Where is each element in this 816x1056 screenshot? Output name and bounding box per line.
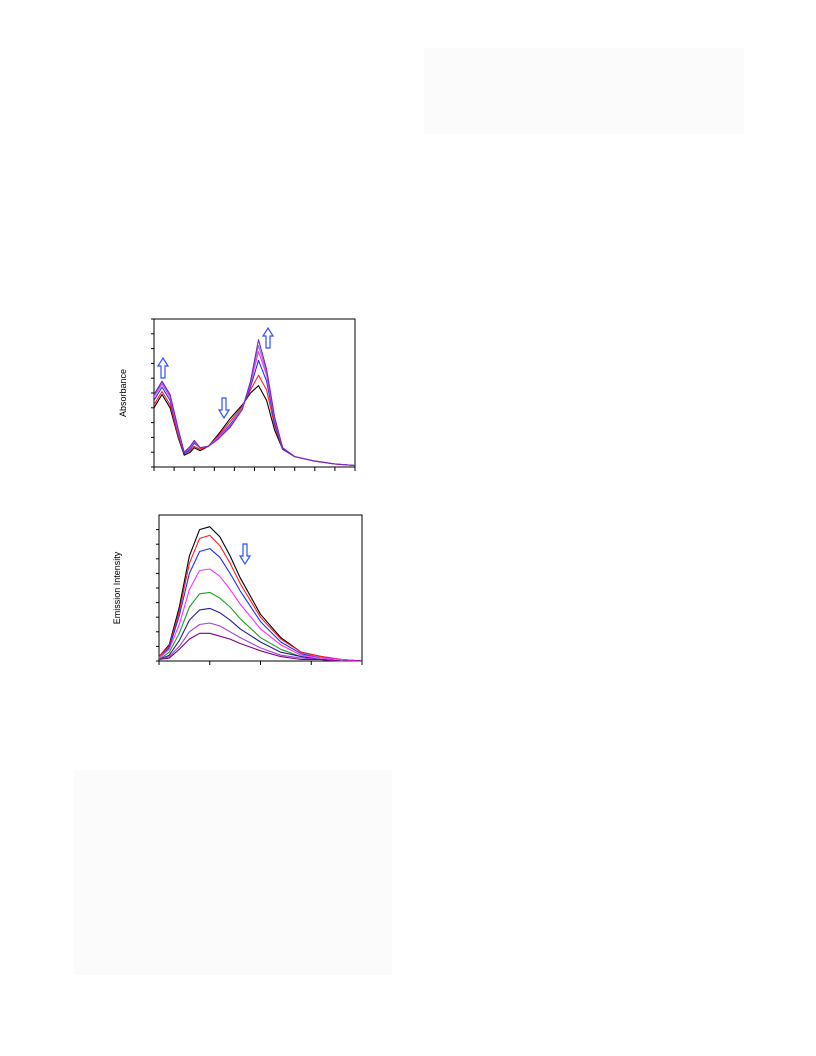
y-axis-label: Absorbance <box>118 369 128 417</box>
data-line <box>153 351 356 467</box>
up-arrow <box>261 326 275 349</box>
data-line <box>153 345 356 467</box>
data-line <box>158 632 362 662</box>
data-line <box>158 526 363 662</box>
data-line <box>158 568 363 662</box>
data-line <box>153 359 356 467</box>
up-arrow <box>156 356 170 379</box>
arrows <box>156 326 275 566</box>
faint-block <box>424 48 744 134</box>
down-arrow <box>238 543 252 566</box>
data-line <box>153 339 356 467</box>
plot-frame <box>153 318 356 468</box>
data-line <box>158 534 363 662</box>
down-arrow <box>217 397 231 420</box>
faint-block <box>74 770 392 975</box>
y-axis-label: Emission Intensity <box>112 551 122 624</box>
